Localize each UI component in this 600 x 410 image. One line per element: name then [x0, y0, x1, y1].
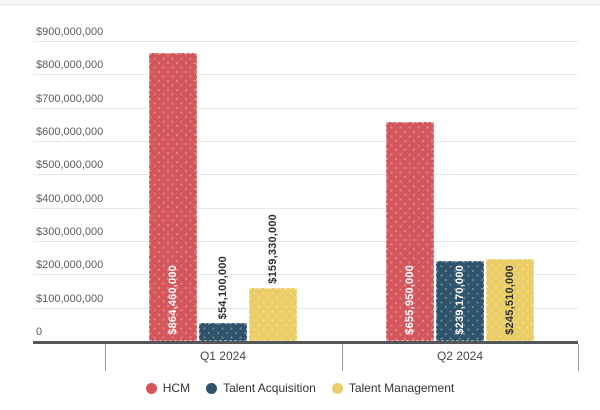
legend-item-hcm[interactable]: HCM	[145, 381, 191, 395]
bar-hcm-q1-2024[interactable]	[149, 53, 197, 341]
legend-item-talent-management[interactable]: Talent Management	[331, 381, 455, 395]
y-axis-label: $500,000,000	[36, 159, 104, 172]
y-axis-label: 0	[36, 326, 43, 338]
category-label-q2-2024: Q2 2024	[436, 349, 484, 363]
legend-dot-hcm-icon	[145, 382, 157, 394]
category-label-q1-2024: Q1 2024	[199, 349, 247, 363]
bar-value-label: $54,100,000	[199, 0, 247, 319]
y-axis-label: $700,000,000	[36, 92, 104, 105]
legend: HCM Talent Acquisition Talent Management	[0, 377, 600, 399]
gridline	[33, 107, 578, 109]
bar-talent-acquisition-q1-2024[interactable]	[199, 323, 247, 341]
gridline	[33, 74, 578, 76]
bar-talent-management-q2-2024[interactable]	[486, 259, 534, 341]
legend-label-talent-management: Talent Management	[348, 381, 455, 395]
gridline	[33, 174, 578, 176]
y-axis-label: $900,000,000	[36, 26, 104, 38]
y-axis-label: $800,000,000	[36, 59, 104, 72]
y-axis-label: $400,000,000	[36, 192, 104, 205]
gridline	[33, 241, 578, 242]
y-axis-label: $200,000,000	[36, 259, 104, 272]
bar-value-text: $54,100,000	[217, 255, 229, 319]
legend-label-talent-acquisition: Talent Acquisition	[223, 381, 316, 395]
x-axis-baseline	[33, 341, 578, 344]
bar-talent-management-q1-2024[interactable]	[249, 288, 297, 341]
legend-dot-talent-acquisition-icon	[206, 382, 218, 394]
gridline	[33, 274, 578, 276]
gridline	[33, 141, 578, 142]
bar-hcm-q2-2024[interactable]	[386, 122, 434, 341]
legend-item-talent-acquisition[interactable]: Talent Acquisition	[206, 381, 316, 395]
top-divider	[0, 0, 600, 5]
y-axis-label: $600,000,000	[36, 126, 104, 138]
gridline	[33, 41, 578, 42]
category-separator	[578, 344, 579, 371]
y-axis-label: $300,000,000	[36, 226, 104, 238]
category-separator	[342, 344, 343, 371]
category-separator	[105, 344, 106, 371]
gridline	[33, 307, 578, 309]
gridline	[33, 207, 578, 209]
legend-dot-talent-management-icon	[331, 382, 343, 394]
y-axis-label: $100,000,000	[36, 292, 104, 305]
legend-label-hcm: HCM	[162, 381, 191, 395]
bar-talent-acquisition-q2-2024[interactable]	[436, 261, 484, 341]
